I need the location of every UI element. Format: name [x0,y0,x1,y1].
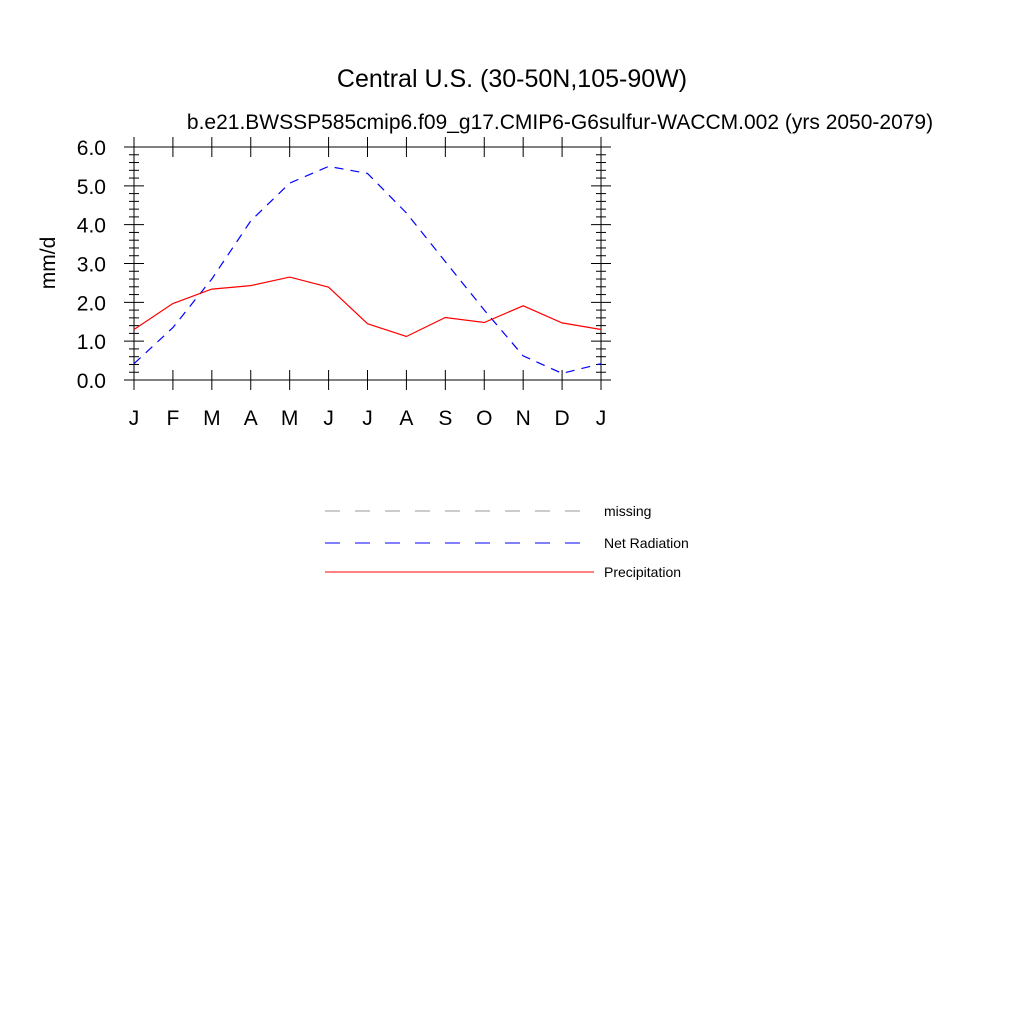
y-tick-label: 3.0 [77,254,106,277]
y-tick-label: 4.0 [77,215,106,238]
x-tick-label: A [244,407,258,430]
y-axis-label: mm/d [37,237,60,290]
legend-label: Precipitation [604,564,681,580]
y-tick-label: 2.0 [77,292,106,315]
legend-label: missing [604,503,651,519]
legend: missing Net Radiation Precipitation [325,503,689,580]
x-tick-label: M [281,407,299,430]
legend-label: Net Radiation [604,535,689,551]
series-line-precipitation [133,276,602,338]
y-tick-label: 5.0 [77,176,106,199]
plot-area: 0.01.02.03.04.05.06.0J F M A M J J A S O N D J [77,137,611,430]
y-tick-label: 1.0 [77,331,106,354]
chart-subtitle: b.e21.BWSSP585cmip6.f09_g17.CMIP6-G6sulf… [187,111,933,134]
x-tick-label: M [203,407,221,430]
x-tick-label: D [554,407,569,430]
series-line-net-radiation [133,165,602,375]
x-tick-label: A [399,407,413,430]
x-tick-label: J [362,407,373,430]
y-tick-label: 0.0 [77,370,106,393]
x-tick-label: N [516,407,531,430]
chart-title: Central U.S. (30-50N,105-90W) [337,65,687,93]
x-tick-label: J [129,407,140,430]
y-tick-label: 6.0 [77,137,106,160]
x-tick-label: S [438,407,452,430]
x-tick-label: F [167,407,180,430]
x-tick-label: J [323,407,334,430]
x-tick-label: J [596,407,607,430]
plot-frame [133,146,602,381]
x-tick-label: O [476,407,492,430]
